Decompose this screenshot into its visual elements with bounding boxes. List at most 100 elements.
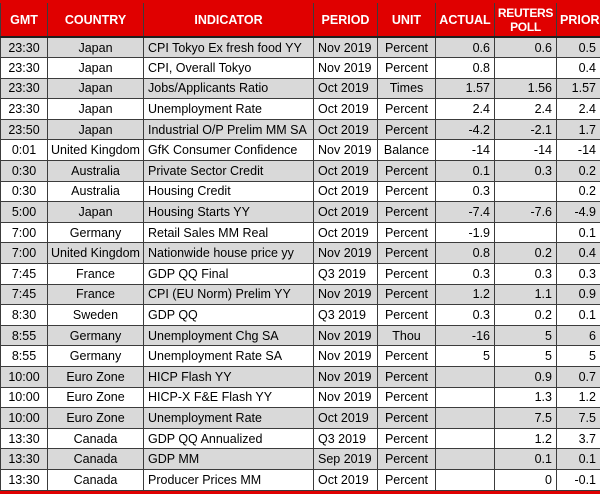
cell-country: Euro Zone [47,366,144,388]
cell-actual [435,366,495,388]
cell-indicator: Housing Credit [143,180,314,203]
cell-gmt: 10:00 [0,366,48,388]
cell-gmt: 7:45 [0,263,48,285]
cell-period: Q3 2019 [313,427,378,450]
cell-unit: Thou [377,324,436,347]
cell-gmt: 0:30 [0,160,48,182]
table-row: 0:30 Australia Housing Credit Oct 2019 Perce… [0,180,600,203]
cell-unit: Percent [377,448,436,470]
cell-poll: -14 [494,139,557,162]
cell-indicator: Unemployment Rate [143,98,314,120]
cell-actual: -16 [435,324,495,347]
cell-indicator: GDP MM [143,448,314,470]
cell-period: Oct 2019 [313,118,378,141]
cell-period: Oct 2019 [313,77,378,100]
cell-indicator: Jobs/Applicants Ratio [143,77,314,100]
cell-poll [494,221,557,244]
cell-period: Nov 2019 [313,386,378,409]
cell-prior: 1.7 [556,118,600,141]
table-body: 23:30 Japan CPI Tokyo Ex fresh food YY Nov … [0,36,600,491]
cell-gmt: 23:30 [0,98,48,120]
cell-indicator: Industrial O/P Prelim MM SA [143,118,314,141]
cell-poll: 1.3 [494,386,557,409]
cell-unit: Percent [377,221,436,244]
cell-prior: 0.5 [556,36,600,59]
cell-period: Sep 2019 [313,448,378,470]
cell-unit: Percent [377,386,436,409]
cell-indicator: Nationwide house price yy [143,242,314,265]
cell-country: France [47,263,144,285]
cell-indicator: Private Sector Credit [143,160,314,182]
cell-gmt: 5:00 [0,201,48,223]
cell-indicator: HICP-X F&E Flash YY [143,386,314,409]
cell-gmt: 10:00 [0,407,48,429]
cell-gmt: 23:30 [0,57,48,79]
cell-actual: 0.1 [435,160,495,182]
cell-actual [435,427,495,450]
cell-country: Germany [47,324,144,347]
table-row: 7:45 France CPI (EU Norm) Prelim YY Nov 201… [0,283,600,306]
cell-country: Japan [47,201,144,223]
cell-prior: 0.2 [556,160,600,182]
cell-country: Euro Zone [47,407,144,429]
cell-period: Oct 2019 [313,160,378,182]
cell-country: Japan [47,77,144,100]
cell-prior: -14 [556,139,600,162]
table-row: 23:30 Japan Jobs/Applicants Ratio Oct 2019 T… [0,77,600,100]
cell-period: Nov 2019 [313,283,378,306]
cell-unit: Balance [377,139,436,162]
cell-unit: Percent [377,118,436,141]
cell-actual: 5 [435,345,495,367]
cell-unit: Percent [377,468,436,491]
cell-indicator: GDP QQ [143,304,314,326]
cell-actual: -14 [435,139,495,162]
cell-prior: 6 [556,324,600,347]
cell-poll: 1.56 [494,77,557,100]
cell-indicator: Housing Starts YY [143,201,314,223]
cell-country: Japan [47,118,144,141]
table-row: 7:45 France GDP QQ Final Q3 2019 Percent 0.3 0… [0,263,600,285]
cell-prior: -0.1 [556,468,600,491]
cell-unit: Percent [377,36,436,59]
cell-country: France [47,283,144,306]
cell-prior: 0.4 [556,242,600,265]
table-row: 0:01 United Kingdom GfK Consumer Confidenc… [0,139,600,162]
cell-gmt: 7:45 [0,283,48,306]
cell-period: Nov 2019 [313,324,378,347]
table-row: 13:30 Canada GDP MM Sep 2019 Percent 0.1 0.1 [0,448,600,470]
cell-country: Euro Zone [47,386,144,409]
cell-prior: 0.1 [556,304,600,326]
cell-actual: 0.3 [435,180,495,203]
cell-period: Oct 2019 [313,221,378,244]
table-row: 13:30 Canada GDP QQ Annualized Q3 2019 Perce… [0,427,600,450]
table-row: 23:30 Japan Unemployment Rate Oct 2019 Perce… [0,98,600,120]
table-row: 7:00 Germany Retail Sales MM Real Oct 2019 P… [0,221,600,244]
cell-period: Nov 2019 [313,345,378,367]
cell-actual: 1.2 [435,283,495,306]
cell-poll: 1.2 [494,427,557,450]
cell-poll: 0.2 [494,304,557,326]
table-row: 23:30 Japan CPI Tokyo Ex fresh food YY Nov … [0,36,600,59]
column-header-country: COUNTRY [47,3,144,38]
table-row: 23:30 Japan CPI, Overall Tokyo Nov 2019 Perc… [0,57,600,79]
cell-period: Nov 2019 [313,57,378,79]
cell-country: Canada [47,427,144,450]
cell-indicator: Retail Sales MM Real [143,221,314,244]
cell-period: Oct 2019 [313,407,378,429]
cell-period: Oct 2019 [313,180,378,203]
column-header-gmt: GMT [0,3,48,38]
cell-gmt: 0:01 [0,139,48,162]
cell-indicator: CPI Tokyo Ex fresh food YY [143,36,314,59]
economic-calendar-table: GMT COUNTRY INDICATOR PERIOD UNIT ACTUAL REUTE… [0,3,600,491]
cell-prior: 0.1 [556,448,600,470]
cell-period: Oct 2019 [313,201,378,223]
cell-poll: 1.1 [494,283,557,306]
table-header: GMT COUNTRY INDICATOR PERIOD UNIT ACTUAL REUTE… [0,3,600,38]
cell-poll [494,57,557,79]
cell-actual: 1.57 [435,77,495,100]
cell-unit: Percent [377,407,436,429]
cell-unit: Percent [377,98,436,120]
cell-actual: 0.8 [435,57,495,79]
cell-gmt: 13:30 [0,448,48,470]
cell-poll: 5 [494,345,557,367]
